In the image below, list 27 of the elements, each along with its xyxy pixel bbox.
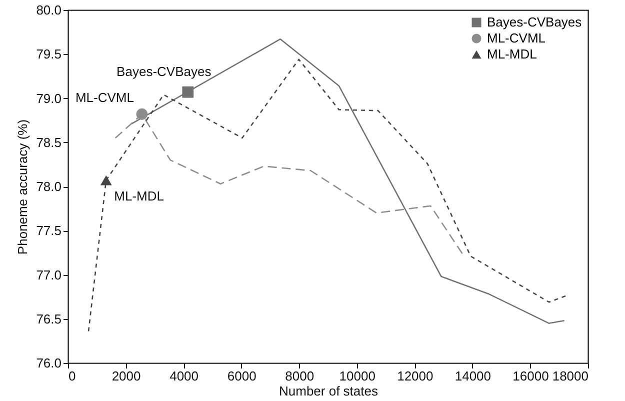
x-tick-label: 2000 — [112, 368, 141, 384]
y-tick-label: 80.0 — [36, 2, 62, 18]
x-tick-label: 16000 — [512, 368, 549, 384]
x-tick-label: 12000 — [397, 368, 434, 384]
x-tick-label: 6000 — [227, 368, 256, 384]
x-tick-label: 4000 — [170, 368, 199, 384]
legend-label: ML-MDL — [487, 46, 537, 62]
annotation: Bayes-CVBayes — [116, 64, 212, 80]
legend-label: ML-CVML — [487, 30, 546, 46]
y-axis-title: Phoneme accuracy (%) — [15, 119, 30, 255]
x-tick-label: 0 — [68, 368, 76, 384]
x-tick-label: 8000 — [285, 368, 314, 384]
y-tick-label: 77.0 — [36, 267, 62, 282]
y-tick-label: 79.0 — [36, 90, 62, 106]
x-tick-label: 10000 — [339, 368, 376, 384]
annotation: ML-MDL — [114, 188, 164, 204]
y-tick-label: 77.5 — [36, 223, 62, 238]
y-tick-label: 76.0 — [36, 356, 62, 370]
x-tick-label: 18000 — [552, 368, 588, 384]
y-tick-label: 78.5 — [36, 134, 62, 150]
annotation: ML-CVML — [75, 90, 134, 106]
y-tick-label: 76.5 — [36, 311, 62, 326]
y-tick-label: 79.5 — [36, 46, 62, 62]
legend-label: Bayes-CVBayes — [487, 14, 582, 30]
x-axis-title: Number of states — [279, 384, 378, 398]
y-tick-label: 78.0 — [36, 179, 62, 194]
x-tick-label: 14000 — [454, 368, 492, 384]
